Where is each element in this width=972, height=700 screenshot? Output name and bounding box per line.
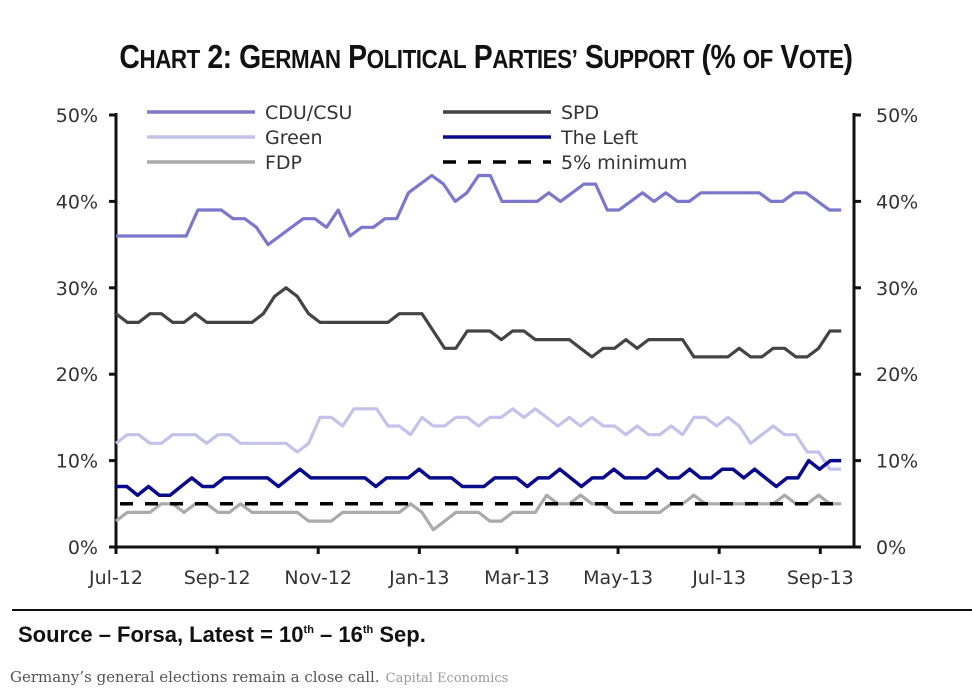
legend-label-the-left: The Left [560, 127, 638, 149]
chart-title: CHART 2: GERMAN POLITICAL PARTIES’ SUPPO… [119, 38, 853, 75]
series-line-cdu-csu [116, 173, 842, 247]
series-line-green [115, 407, 842, 471]
legend-label-5-minimum: 5% minimum [561, 152, 687, 174]
y-tick-label-right: 0% [876, 537, 906, 559]
caption-credit: Capital Economics [385, 671, 509, 686]
divider-rule [12, 609, 972, 611]
source-note: Source – Forsa, Latest = 10th – 16th Sep… [18, 622, 426, 647]
y-tick-label-left: 40% [56, 191, 98, 213]
caption-text: Germany’s general elections remain a clo… [10, 668, 380, 686]
series-line-spd [115, 286, 842, 359]
legend-label-green: Green [265, 127, 323, 149]
x-tick-label: Nov-12 [284, 567, 352, 589]
y-tick-label-left: 10% [56, 451, 98, 473]
y-tick-label-left: 0% [68, 537, 98, 559]
legend-label-fdp: FDP [265, 152, 302, 174]
y-tick-label-right: 10% [876, 451, 918, 473]
x-tick-label: May-13 [583, 567, 653, 589]
x-tick-label: Jan-13 [388, 567, 449, 589]
legend-label-spd: SPD [561, 102, 599, 124]
x-tick-label: Jul-13 [691, 567, 746, 589]
x-tick-label: Sep-12 [184, 567, 251, 589]
x-tick-label: Jul-12 [88, 567, 143, 589]
y-tick-label-right: 30% [876, 278, 918, 300]
y-tick-label-right: 40% [876, 191, 918, 213]
legend-label-cdu-csu: CDU/CSU [265, 102, 352, 124]
y-tick-label-left: 20% [56, 364, 98, 386]
series-line-fdp [115, 493, 842, 532]
caption: Germany’s general elections remain a clo… [10, 668, 508, 686]
series-line-the-left [116, 458, 842, 497]
y-tick-label-left: 50% [56, 105, 98, 127]
y-tick-label-right: 20% [876, 364, 918, 386]
y-tick-label-left: 30% [56, 278, 98, 300]
y-tick-label-right: 50% [876, 105, 918, 127]
line-chart: 0% 0% 10% 10% 20% 20% 30% 30% 40% 40% 50% 50% Jul-12… [56, 102, 918, 589]
x-tick-label: Sep-13 [787, 567, 854, 589]
x-tick-label: Mar-13 [484, 567, 550, 589]
